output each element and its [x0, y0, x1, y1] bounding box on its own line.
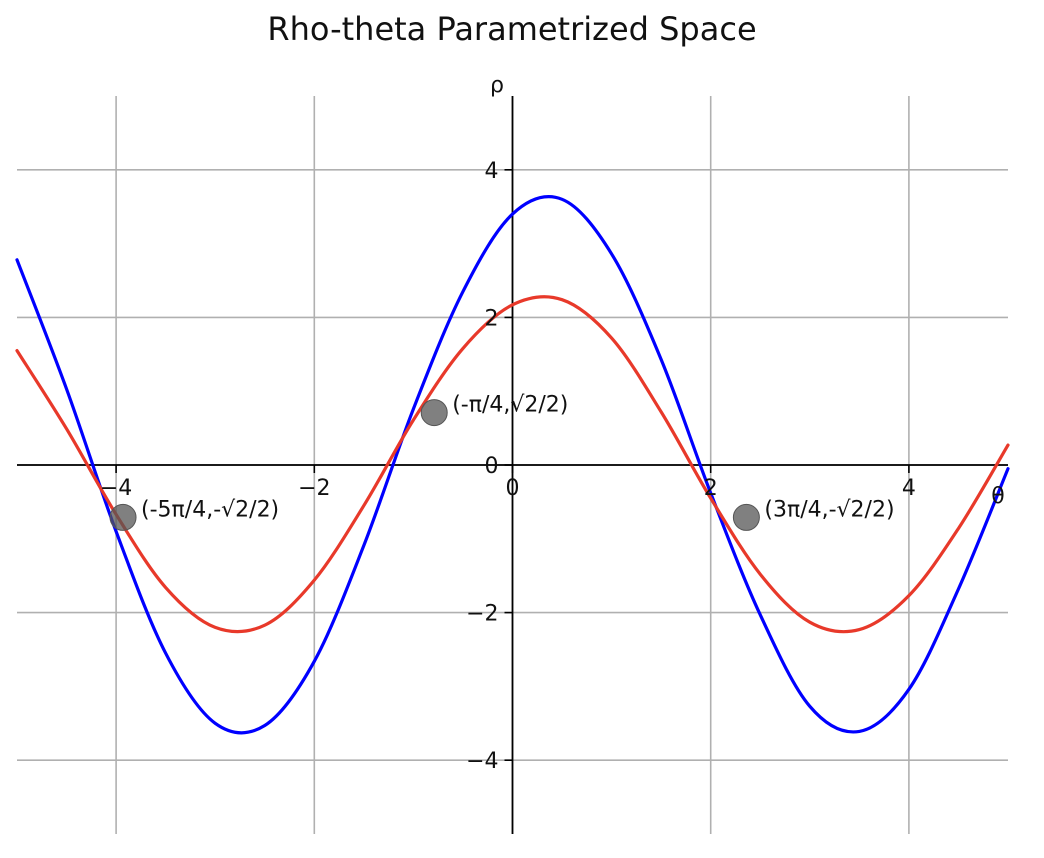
y-tick-label: 2 — [485, 306, 499, 331]
axes — [17, 96, 1008, 834]
y-tick-label: −2 — [466, 602, 498, 627]
series-lines — [15, 195, 1010, 735]
intersection-point-label: (-π/4,√2/2) — [452, 393, 568, 418]
y-tick-label: −4 — [466, 749, 498, 774]
y-tick-label: 0 — [485, 454, 499, 479]
intersection-point — [732, 503, 760, 531]
intersection-point — [109, 503, 137, 531]
y-axis-label: ρ — [490, 73, 504, 98]
x-tick-label: −2 — [298, 476, 330, 501]
chart-title: Rho-theta Parametrized Space — [267, 10, 756, 48]
highlighted-points: (-5π/4,-√2/2) (-π/4,√2/2) (3π/4,-√2/2) — [109, 393, 895, 531]
series-line-2 — [15, 295, 1010, 634]
x-tick-label: 4 — [902, 476, 916, 501]
x-tick-label: 2 — [704, 476, 718, 501]
x-axis-label: θ — [991, 484, 1004, 509]
tick-labels: −4 −2 0 2 4 −4 −2 0 2 4 — [100, 159, 916, 774]
intersection-point-label: (3π/4,-√2/2) — [764, 497, 894, 522]
x-tick-label: −4 — [100, 476, 132, 501]
y-tick-label: 4 — [485, 159, 499, 184]
x-tick-label: 0 — [506, 476, 520, 501]
intersection-point-label: (-5π/4,-√2/2) — [141, 497, 279, 522]
intersection-point — [420, 399, 448, 427]
series-line-1 — [15, 195, 1010, 735]
